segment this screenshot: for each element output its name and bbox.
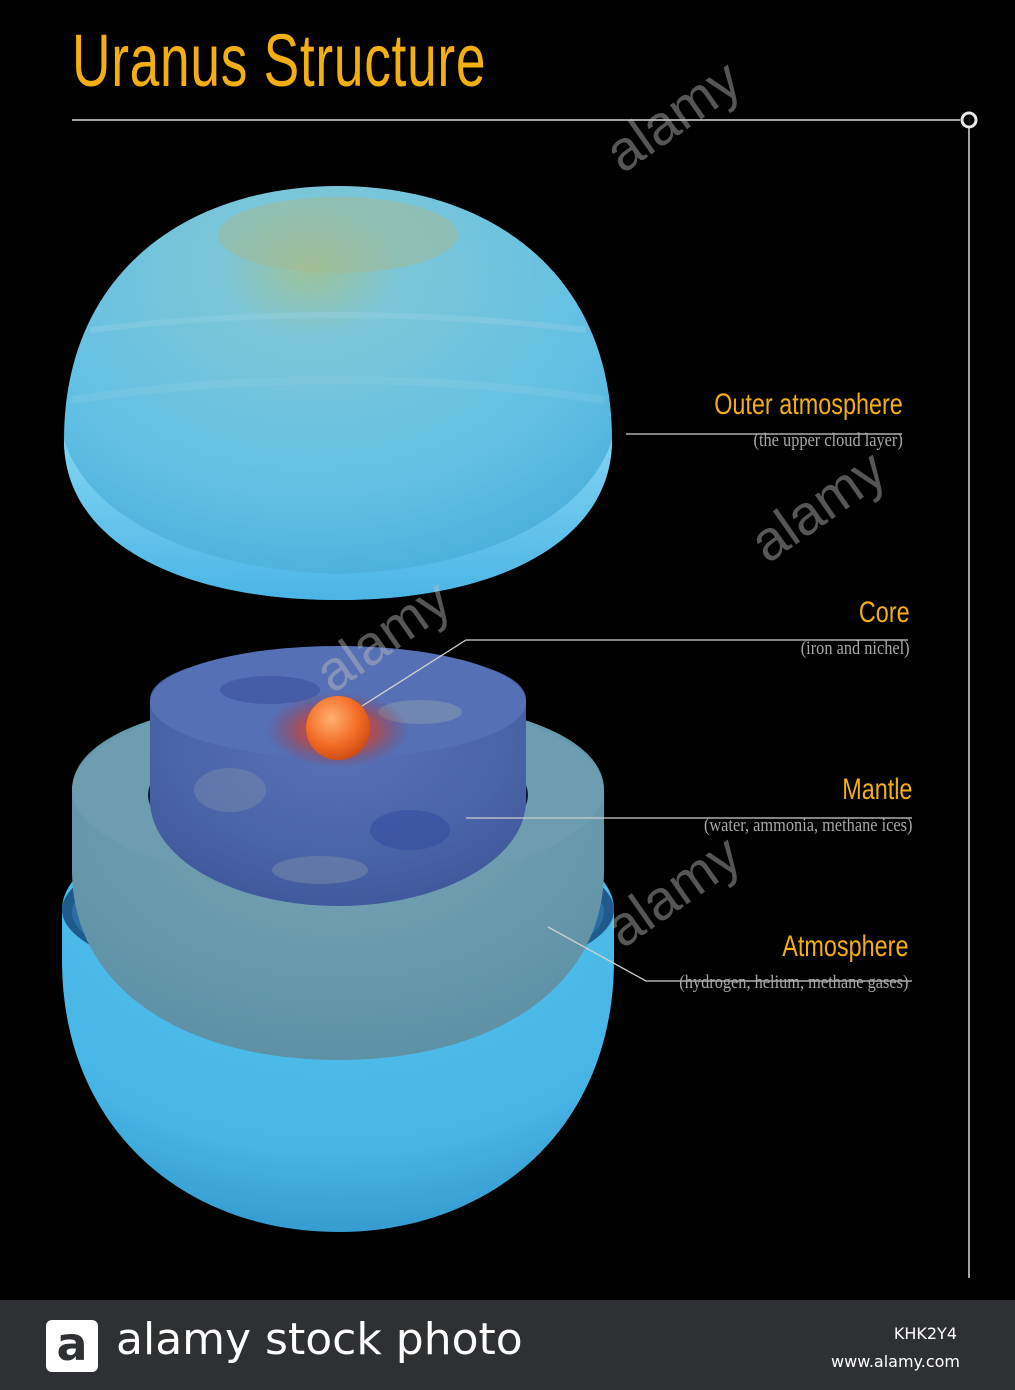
outer-atmosphere-hemisphere: [64, 186, 612, 600]
core-desc: (iron and nichel): [801, 638, 910, 659]
atmosphere-desc: (hydrogen, helium, methane gases): [678, 972, 908, 993]
atmosphere-name: Atmosphere: [781, 930, 908, 963]
core: [266, 692, 410, 768]
leader-core: [361, 639, 908, 707]
alamy-logo: a: [46, 1320, 98, 1372]
leader-atmosphere: [547, 926, 912, 982]
page-title: Uranus Structure: [72, 19, 487, 102]
label-mantle: Mantle (water, ammonia, methane ices): [670, 773, 912, 837]
mantle-name: Mantle: [841, 773, 912, 806]
label-core: Core (iron and nichel): [783, 596, 910, 660]
footer-brand: alamy stock photo: [116, 1314, 523, 1365]
mantle-desc: (water, ammonia, methane ices): [703, 815, 912, 836]
image-code: KHK2Y4: [893, 1324, 957, 1343]
diagram-svg: [62, 111, 978, 1278]
rule-end-marker: [960, 111, 978, 129]
frame-rules: [72, 111, 978, 1278]
core-name: Core: [859, 596, 910, 629]
label-atmosphere: Atmosphere (hydrogen, helium, methane ga…: [642, 930, 908, 994]
leader-lines: [361, 433, 912, 982]
label-outer-atmosphere: Outer atmosphere (the upper cloud layer): [661, 388, 903, 452]
footer-site: www.alamy.com: [831, 1352, 960, 1371]
mantle-layer: [150, 646, 526, 906]
stock-footer: a alamy stock photo KHK2Y4 www.alamy.com: [0, 1300, 1015, 1390]
outer-atmosphere-desc: (the upper cloud layer): [753, 430, 903, 451]
outer-atmosphere-name: Outer atmosphere: [714, 388, 903, 421]
